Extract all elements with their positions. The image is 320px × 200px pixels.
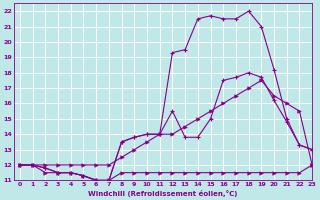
X-axis label: Windchill (Refroidissement éolien,°C): Windchill (Refroidissement éolien,°C): [88, 190, 237, 197]
